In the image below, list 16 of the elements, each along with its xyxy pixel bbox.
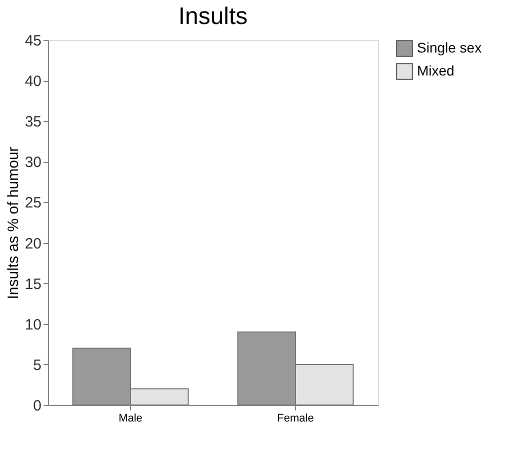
y-tick-label: 5 (33, 356, 42, 374)
x-tick-label: Male (118, 412, 142, 424)
y-tick-label: 35 (24, 114, 42, 131)
y-tick-label: 25 (24, 194, 42, 212)
y-tick-label: 0 (33, 398, 42, 414)
y-tick-label: 20 (24, 235, 42, 252)
y-tick-label: 10 (24, 316, 42, 334)
y-axis-title: Insults as % of humour (4, 146, 22, 300)
y-tick-label: 30 (24, 154, 42, 172)
y-tick-label: 15 (24, 276, 42, 293)
x-tick-label: Female (277, 412, 314, 424)
legend-label: Single sex (417, 40, 482, 56)
chart-title: Insults (178, 3, 248, 30)
y-tick-label: 40 (24, 73, 42, 90)
legend-label: Mixed (417, 62, 454, 78)
y-tick-label: 45 (24, 32, 42, 50)
